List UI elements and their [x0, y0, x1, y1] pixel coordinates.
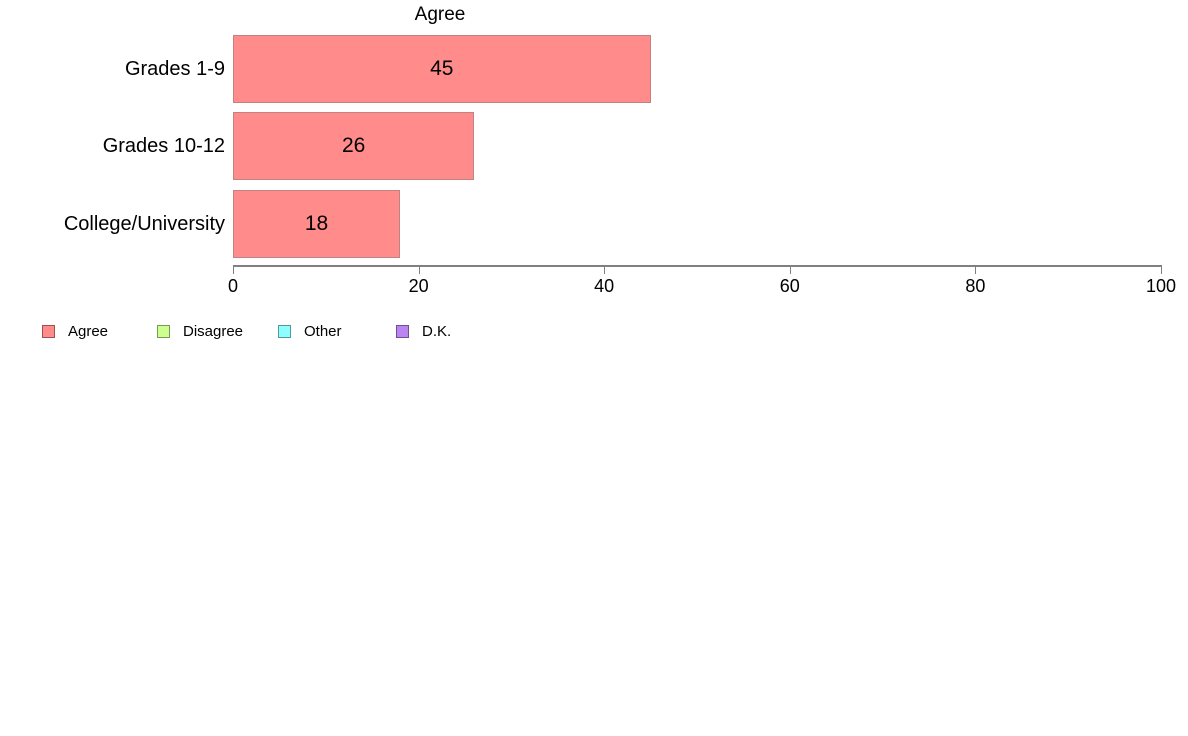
- legend-swatch-icon: [396, 325, 409, 338]
- legend-label: Other: [304, 323, 342, 340]
- x-axis-tick: [975, 267, 977, 274]
- bar-value-label: 45: [430, 56, 454, 80]
- category-label: Grades 10-12: [102, 135, 225, 158]
- x-axis-tick-label: 20: [408, 276, 429, 296]
- legend-swatch-icon: [157, 325, 170, 338]
- legend-swatch-icon: [42, 325, 55, 338]
- x-axis-tick: [789, 267, 791, 274]
- x-axis-tick-label: 60: [779, 276, 800, 296]
- x-axis-tick-label: 80: [965, 276, 986, 296]
- x-axis-tick: [418, 267, 420, 274]
- x-axis-line: [233, 265, 1162, 267]
- legend-item-disagree: Disagree: [157, 323, 243, 340]
- legend-item-d-k-: D.K.: [396, 323, 451, 340]
- legend-item-other: Other: [278, 323, 342, 340]
- bar-value-label: 18: [304, 211, 329, 235]
- x-axis-tick-label: 40: [594, 276, 615, 296]
- x-axis-tick-label: 0: [227, 276, 238, 296]
- x-axis-tick: [604, 267, 606, 274]
- legend-swatch-icon: [278, 325, 291, 338]
- category-label: Grades 1-9: [124, 57, 225, 80]
- legend-label: Disagree: [183, 323, 244, 340]
- bar-value-label: 26: [341, 134, 366, 158]
- bar-college-university: 18: [233, 189, 401, 258]
- bar-grades-10-12: 26: [233, 112, 475, 181]
- legend-item-agree: Agree: [42, 323, 108, 340]
- x-axis-tick: [233, 267, 234, 274]
- bar-grades-1-9: 45: [233, 34, 651, 103]
- x-axis-tick-label: 100: [1145, 276, 1177, 296]
- category-label: College/University: [63, 212, 225, 235]
- chart-title: Agree: [414, 4, 466, 25]
- x-axis-tick: [1161, 267, 1162, 274]
- legend-label: D.K.: [422, 323, 452, 340]
- legend-label: Agree: [68, 323, 109, 340]
